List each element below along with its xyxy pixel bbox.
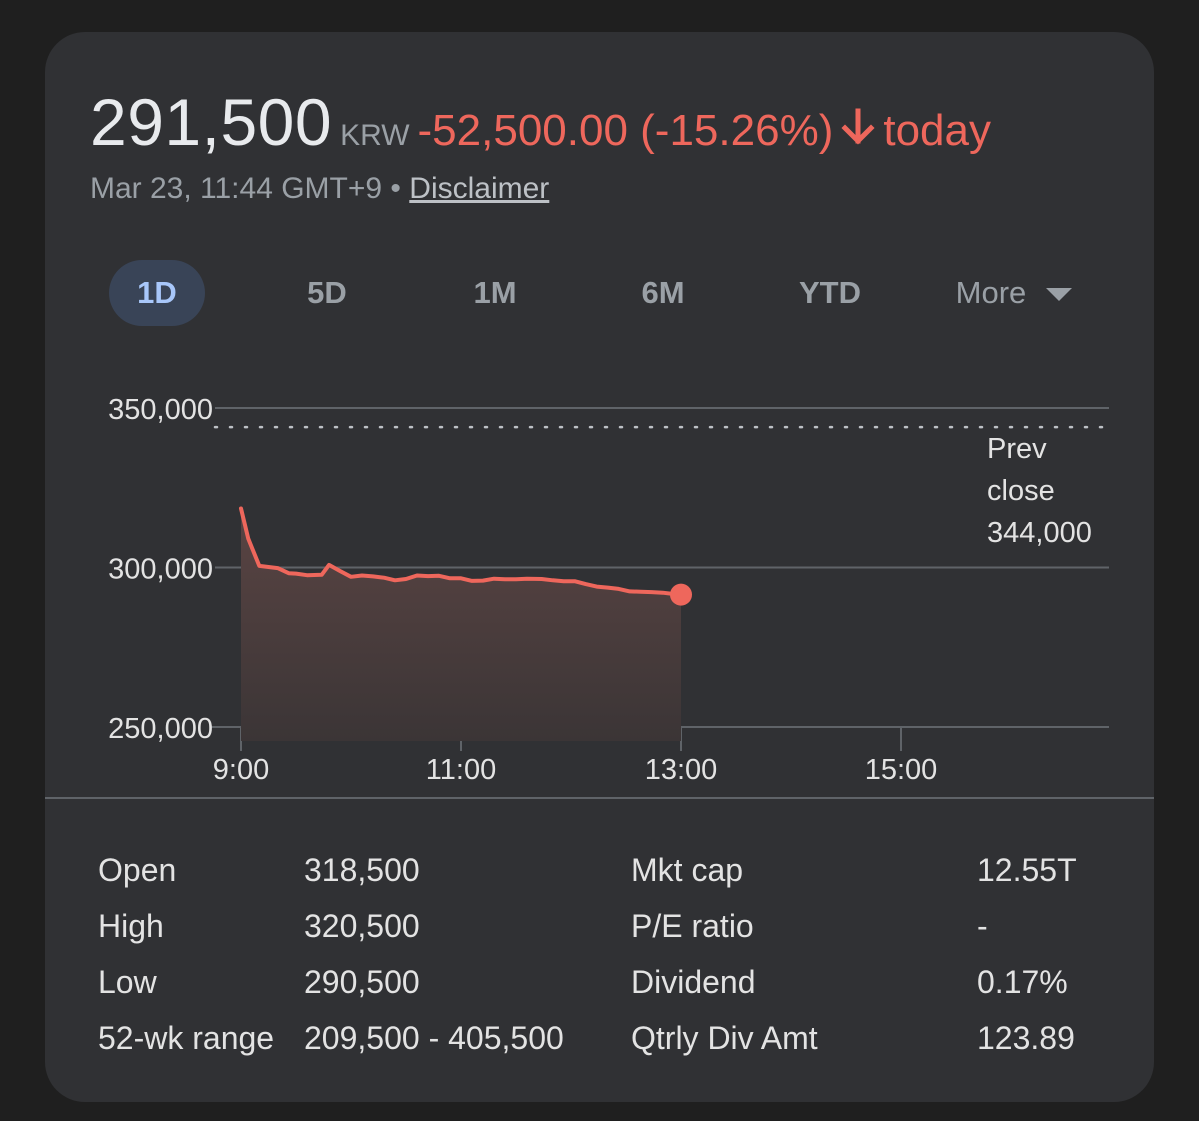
prev-close-value: 344,000: [987, 517, 1092, 549]
tab-more[interactable]: More: [939, 260, 1089, 326]
y-tick-label: 350,000: [108, 394, 213, 426]
range-tabs: 1D 5D 1M 6M YTD More: [109, 260, 1089, 326]
tab-label: 5D: [307, 275, 347, 310]
meta-separator: •: [390, 172, 401, 205]
tab-ytd[interactable]: YTD: [775, 260, 885, 326]
quote-timestamp: Mar 23, 11:44 GMT+9: [90, 172, 383, 205]
tab-label: 1M: [473, 275, 517, 310]
tab-label: More: [955, 275, 1027, 310]
tab-1d[interactable]: 1D: [109, 260, 205, 326]
x-tick-label: 15:00: [865, 754, 938, 782]
x-tick-label: 13:00: [645, 754, 718, 782]
change-period: today: [883, 106, 991, 155]
last-price-dot: [670, 583, 692, 606]
currency-code: KRW: [340, 119, 410, 152]
current-price: 291,500: [90, 85, 333, 159]
tab-label: 6M: [641, 275, 685, 310]
stat-value-mkt-cap: 12.55T: [977, 852, 1077, 888]
stat-label-pe-ratio: P/E ratio: [631, 908, 754, 944]
stat-label-high: High: [98, 908, 164, 944]
price-change: -52,500.00 (-15.26%): [417, 106, 834, 155]
stat-value-qtrly-div-amt: 123.89: [977, 1020, 1075, 1056]
stat-label-open: Open: [98, 852, 177, 888]
tab-6m[interactable]: 6M: [615, 260, 711, 326]
stat-label-mkt-cap: Mkt cap: [631, 852, 744, 888]
price-area-fill: [241, 508, 681, 741]
x-tick-label: 9:00: [213, 754, 269, 782]
stock-quote-card: 291,500 KRW -52,500.00 (-15.26%) today Mar…: [45, 32, 1154, 1102]
prev-close-label: Prev: [987, 433, 1047, 465]
stat-label-qtrly-div-amt: Qtrly Div Amt: [631, 1020, 818, 1056]
stat-label-low: Low: [98, 964, 157, 1000]
y-tick-label: 300,000: [108, 554, 213, 586]
caret-down-icon: [1046, 288, 1073, 302]
stat-label-52wk-range: 52-wk range: [98, 1020, 275, 1056]
x-tick-label: 11:00: [426, 754, 496, 782]
stat-value-low: 290,500: [304, 964, 420, 1000]
tab-label: YTD: [799, 275, 861, 310]
stat-label-dividend: Dividend: [631, 964, 756, 1000]
tab-5d[interactable]: 5D: [279, 260, 375, 326]
stat-value-dividend: 0.17%: [977, 964, 1068, 1000]
price-line: [239, 506, 683, 597]
quote-meta: Mar 23, 11:44 GMT+9 • Disclaimer: [90, 172, 549, 206]
y-tick-label: 250,000: [108, 713, 213, 745]
stat-value-high: 320,500: [304, 908, 420, 944]
stat-value-open: 318,500: [304, 852, 420, 888]
disclaimer-link[interactable]: Disclaimer: [409, 172, 550, 205]
stat-value-pe-ratio: -: [977, 908, 988, 944]
section-divider: [45, 797, 1154, 799]
arrow-down-icon: [841, 108, 875, 145]
price-row: 291,500 KRW -52,500.00 (-15.26%) today: [90, 84, 991, 160]
stat-value-52wk-range: 209,500 - 405,500: [304, 1020, 564, 1056]
tab-1m[interactable]: 1M: [447, 260, 543, 326]
prev-close-label: close: [987, 475, 1055, 507]
tab-label: 1D: [137, 275, 177, 310]
